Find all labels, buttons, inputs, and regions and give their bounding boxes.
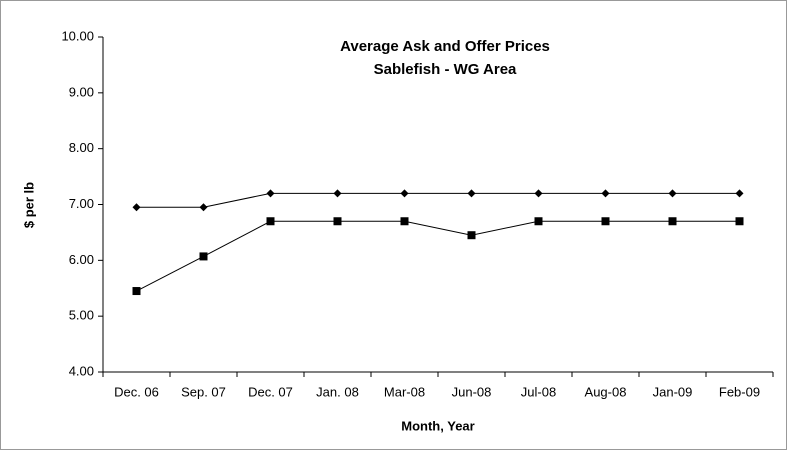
series-line [136, 220, 740, 292]
y-tick-label: 4.00 [69, 363, 94, 378]
y-tick-label: 6.00 [69, 252, 94, 267]
square-marker [668, 217, 677, 226]
square-marker [132, 287, 141, 296]
x-tick-label: Feb-09 [719, 384, 760, 399]
square-marker [735, 217, 744, 226]
square-marker [534, 217, 543, 226]
diamond-marker [735, 189, 744, 198]
x-axis-title: Month, Year [401, 418, 474, 433]
x-tick-label: Jan. 08 [316, 384, 359, 399]
y-tick-label: 5.00 [69, 308, 94, 323]
diamond-marker [400, 189, 409, 198]
y-tick-label: 10.00 [61, 28, 94, 43]
diamond-marker [601, 189, 610, 198]
x-tick-label: Jan-09 [653, 384, 693, 399]
y-axis-title: $ per lb [21, 182, 36, 228]
x-tick-label: Dec. 07 [248, 384, 293, 399]
diamond-marker [132, 203, 141, 212]
chart-subtitle: Sablefish - WG Area [374, 61, 517, 78]
square-marker [333, 217, 342, 226]
diamond-marker [467, 189, 476, 198]
x-tick-label: Jun-08 [452, 384, 492, 399]
x-tick-label: Jul-08 [521, 384, 556, 399]
x-tick-label: Dec. 06 [114, 384, 159, 399]
series-line [136, 192, 740, 208]
x-tick-label: Sep. 07 [181, 384, 226, 399]
y-tick-label: 9.00 [69, 84, 94, 99]
x-tick-label: Mar-08 [384, 384, 425, 399]
diamond-marker [333, 189, 342, 198]
x-tick-label: Aug-08 [585, 384, 627, 399]
diamond-marker [199, 203, 208, 212]
square-marker [601, 217, 610, 226]
diamond-marker [668, 189, 677, 198]
square-marker [467, 231, 476, 240]
diamond-marker [266, 189, 275, 198]
square-marker [400, 217, 409, 226]
y-tick-label: 7.00 [69, 196, 94, 211]
diamond-marker [534, 189, 543, 198]
square-marker [199, 252, 208, 261]
chart-title: Average Ask and Offer Prices [340, 38, 550, 55]
y-tick-label: 8.00 [69, 140, 94, 155]
square-marker [266, 217, 275, 226]
